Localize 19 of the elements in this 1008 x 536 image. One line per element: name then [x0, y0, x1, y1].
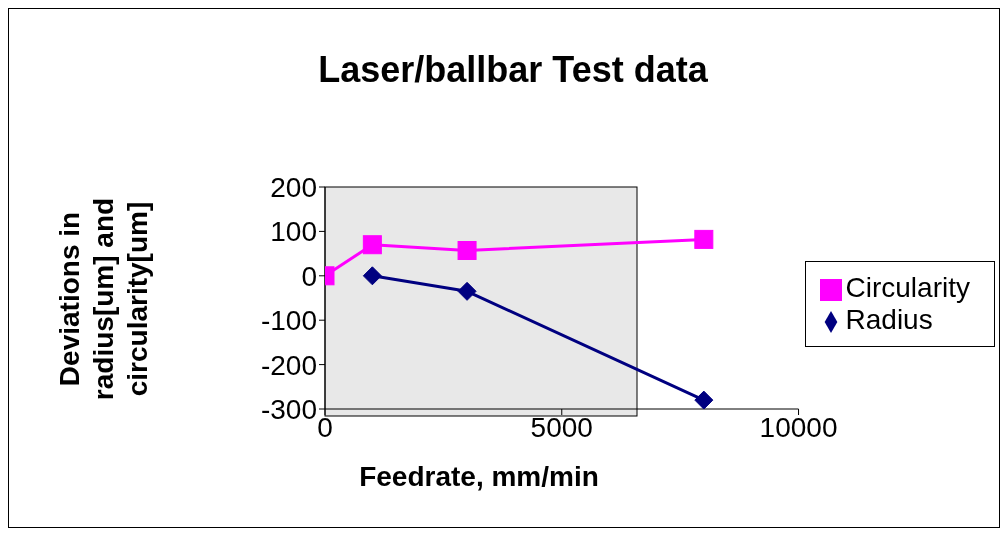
chart-title: Laser/ballbar Test data — [317, 49, 709, 91]
point — [362, 235, 382, 255]
y-tick-label: 200 — [270, 171, 317, 203]
legend-label: Radius — [845, 304, 933, 335]
point — [362, 266, 382, 286]
point — [694, 390, 714, 409]
point — [457, 281, 477, 301]
point — [694, 229, 714, 249]
x-axis-title: Feedrate, mm/min — [358, 461, 600, 493]
y-tick-label: 0 — [301, 260, 317, 292]
x-tick-label: 10000 — [759, 411, 838, 443]
y-tick-label: -200 — [260, 349, 317, 381]
y-tick-label: 100 — [270, 216, 317, 248]
y-axis-title: Deviations in radius[um] and circularity[um] — [53, 196, 154, 403]
legend-label: Circularity — [845, 272, 970, 303]
y-tick-label: -300 — [260, 393, 317, 425]
x-tick-label: 5000 — [530, 411, 593, 443]
point — [457, 240, 477, 260]
y-tick-label: -100 — [260, 305, 317, 337]
